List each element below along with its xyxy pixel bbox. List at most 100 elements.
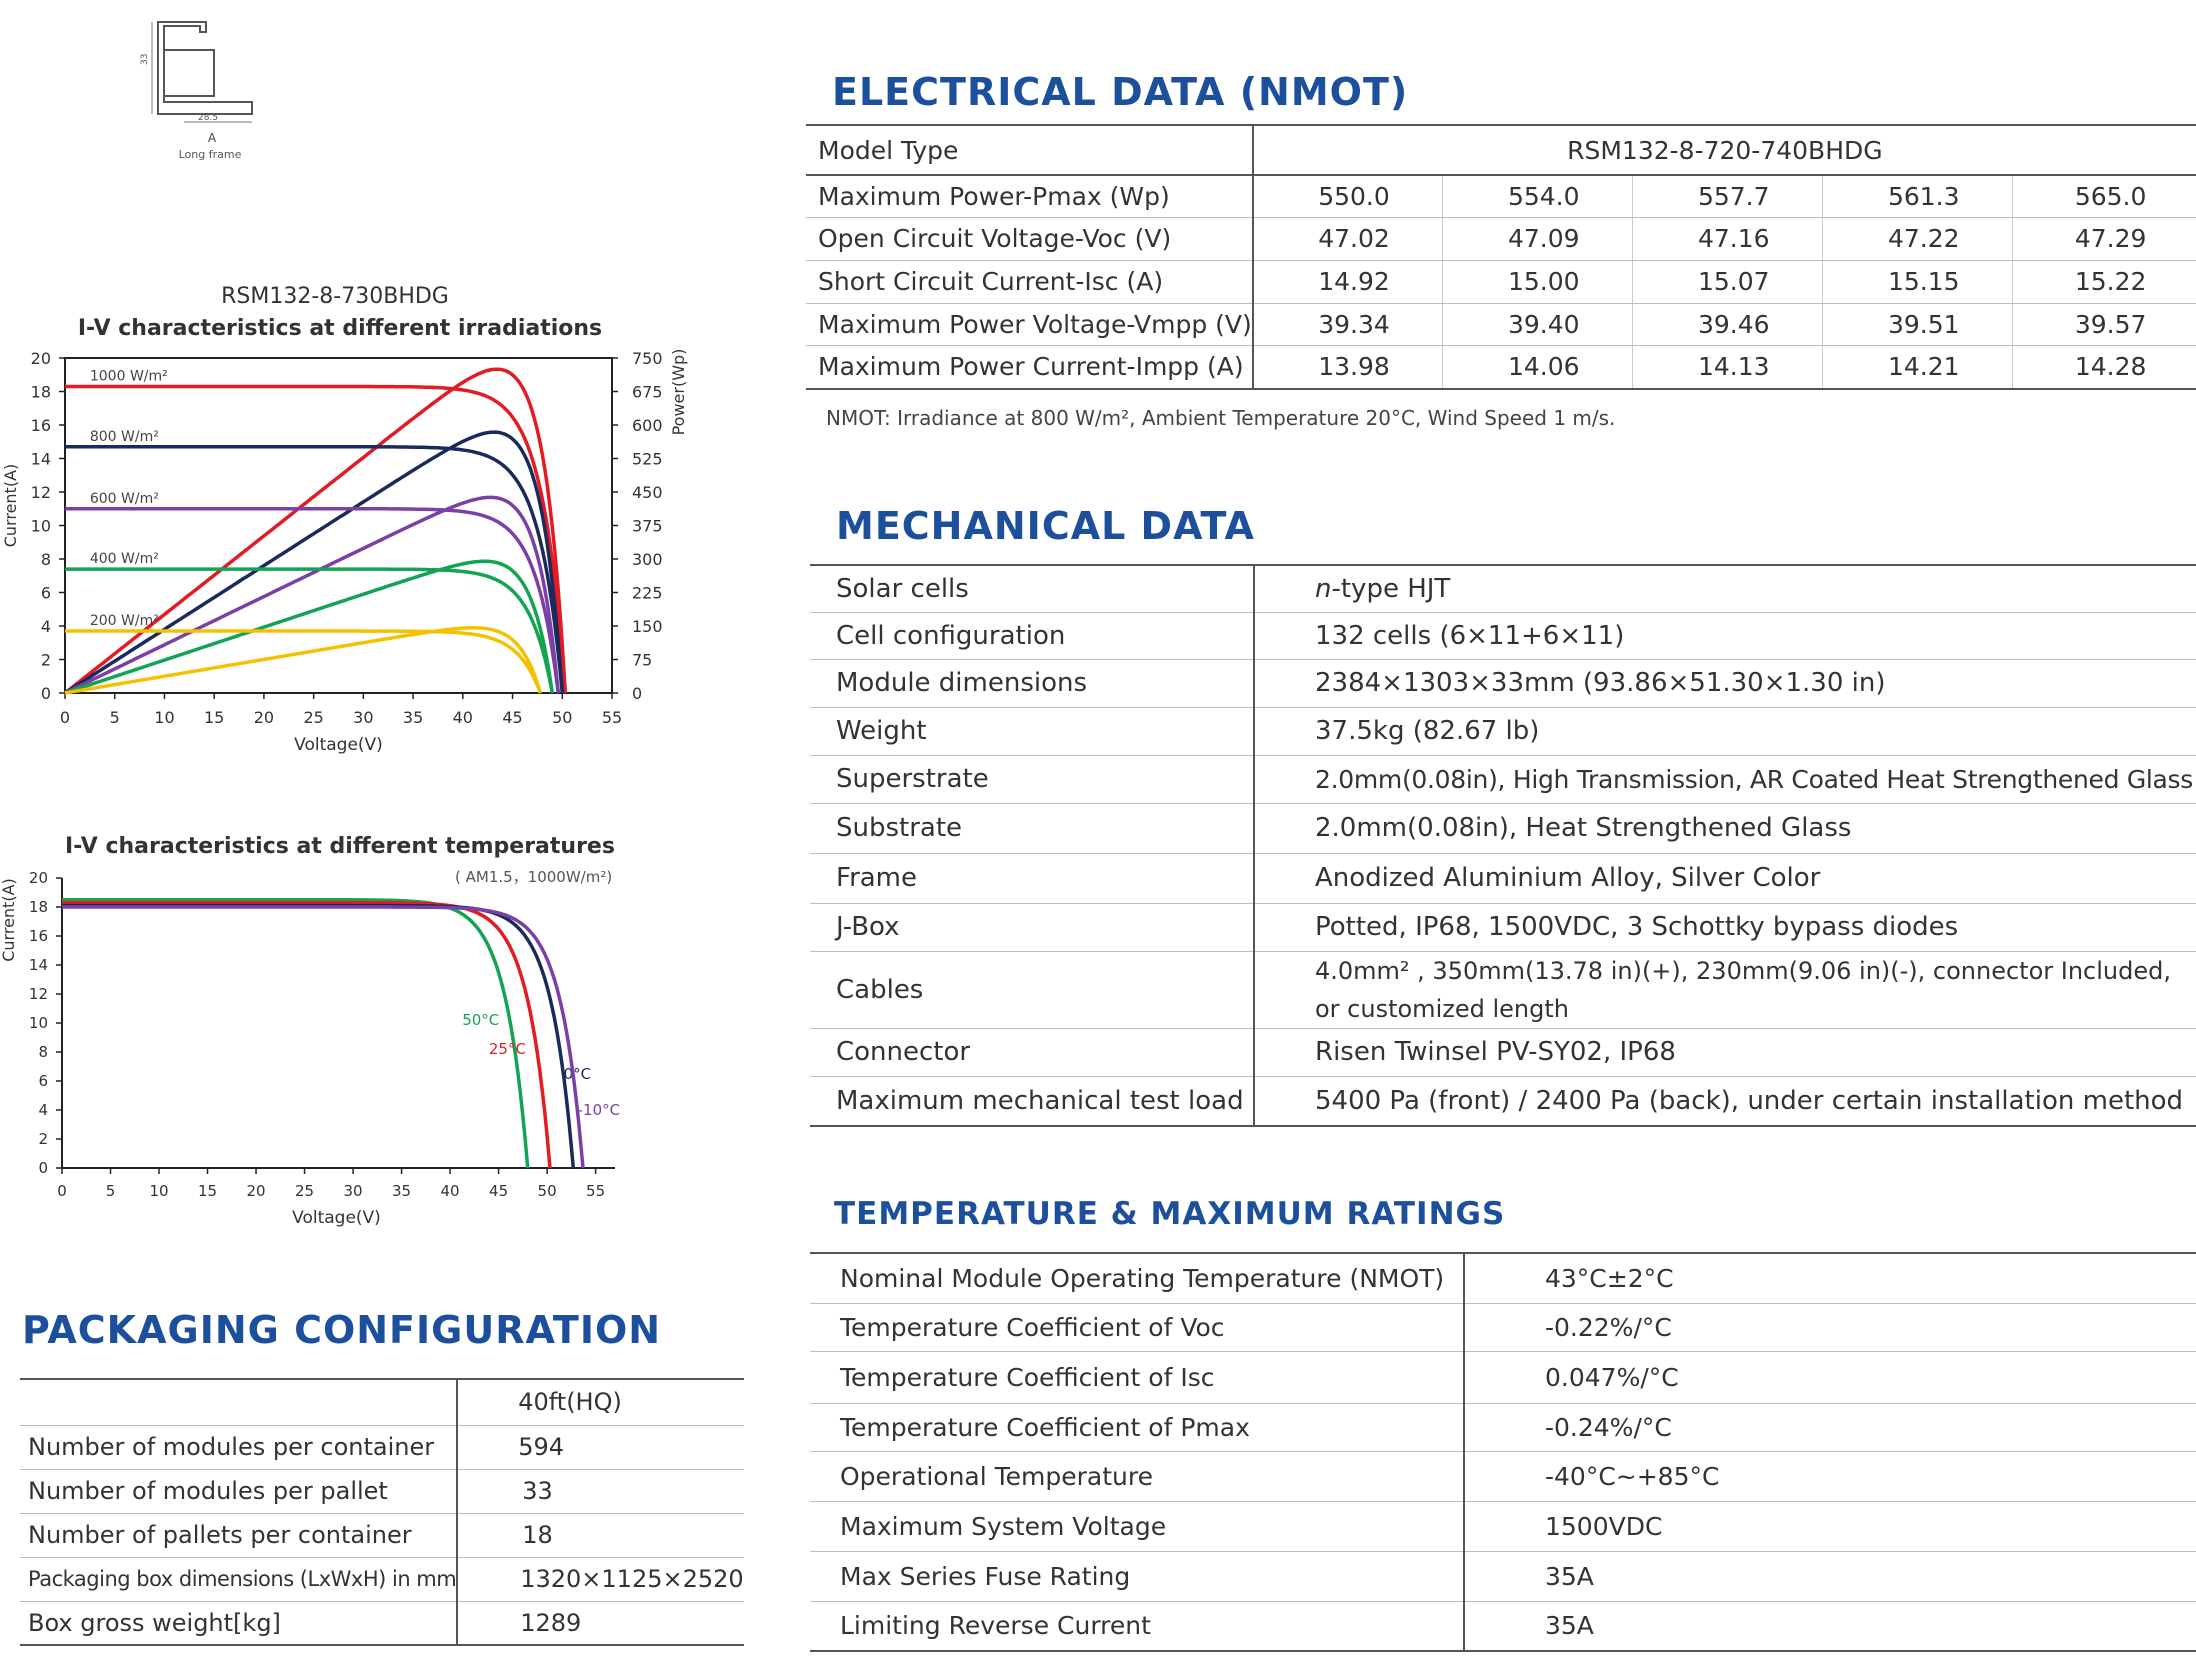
electrical-cell: 39.46 — [1632, 303, 1824, 346]
y2-tick-label: 450 — [632, 483, 663, 502]
power-curve — [64, 626, 543, 695]
electrical-row-label: Maximum Power-Pmax (Wp) — [806, 175, 1254, 218]
y-axis-label: Current(A) — [0, 878, 18, 962]
y-tick-label: 2 — [41, 651, 51, 670]
y-tick-label: 8 — [38, 1043, 48, 1061]
temperature-row-value: 0.047%/°C — [1464, 1351, 2196, 1404]
temperature-row-label: Temperature Coefficient of Isc — [810, 1351, 1465, 1404]
electrical-cell: 557.7 — [1632, 175, 1824, 218]
packaging-row-value: 594 — [457, 1425, 744, 1470]
temperature-row-value: 1500VDC — [1464, 1501, 2196, 1552]
x-tick-label: 45 — [502, 708, 522, 727]
temperature-row-label: Temperature Coefficient of Pmax — [810, 1403, 1465, 1452]
mechanical-row-value: Potted, IP68, 1500VDC, 3 Schottky bypass… — [1254, 903, 2196, 952]
temperature-label: -10°C — [578, 1101, 620, 1119]
x-tick-label: 50 — [552, 708, 572, 727]
x-tick-label: 25 — [295, 1182, 314, 1200]
temperature-table: Nominal Module Operating Temperature (NM… — [810, 1252, 2196, 1652]
temperature-title: TEMPERATURE & MAXIMUM RATINGS — [834, 1196, 1506, 1232]
temperature-row-label: Operational Temperature — [810, 1451, 1465, 1502]
y2-tick-label: 0 — [632, 684, 642, 703]
mechanical-row-value: 4.0mm² , 350mm(13.78 in)(+), 230mm(9.06 … — [1254, 951, 2196, 1029]
mechanical-row-value: n-type HJT — [1254, 564, 2196, 613]
temperature-label: 25°C — [489, 1040, 526, 1058]
y-tick-label: 4 — [41, 617, 51, 636]
y2-tick-label: 150 — [632, 617, 663, 636]
x-tick-label: 50 — [538, 1182, 557, 1200]
y-tick-label: 2 — [38, 1130, 48, 1148]
mechanical-row-label: Solar cells — [810, 564, 1255, 613]
x-tick-label: 5 — [106, 1182, 116, 1200]
y-tick-label: 10 — [31, 517, 51, 536]
y-tick-label: 14 — [31, 450, 51, 469]
electrical-cell: 550.0 — [1252, 175, 1444, 218]
electrical-cell: 15.00 — [1442, 260, 1634, 304]
y-tick-label: 0 — [38, 1159, 48, 1177]
mechanical-row-value: 132 cells (6×11+6×11) — [1254, 612, 2196, 660]
packaging-row-label: Number of modules per container — [20, 1425, 459, 1470]
temperature-label: 0°C — [564, 1065, 592, 1083]
packaging-row-label: Box gross weight[kg] — [20, 1601, 459, 1646]
x-tick-label: 35 — [392, 1182, 411, 1200]
temperature-row-label: Temperature Coefficient of Voc — [810, 1303, 1465, 1352]
x-tick-label: 35 — [403, 708, 423, 727]
y-tick-label: 12 — [31, 483, 51, 502]
mechanical-table: Solar cells n-type HJT Cell configuration… — [810, 564, 2196, 1127]
y-tick-label: 12 — [29, 985, 48, 1003]
x-tick-label: 10 — [154, 708, 174, 727]
iv-curve — [62, 903, 576, 1169]
x-tick-label: 15 — [204, 708, 224, 727]
electrical-cell: 14.92 — [1252, 260, 1444, 304]
mechanical-row-label: Module dimensions — [810, 659, 1255, 708]
x-tick-label: 15 — [198, 1182, 217, 1200]
power-curve — [64, 495, 561, 695]
frame-height-label: 33 — [140, 54, 150, 65]
mechanical-row-label: Superstrate — [810, 755, 1255, 804]
packaging-row-value: 1320×1125×2520 — [457, 1557, 744, 1602]
temperature-label: 50°C — [462, 1011, 499, 1029]
electrical-row-label: Short Circuit Current-Isc (A) — [806, 260, 1254, 304]
frame-section-label: A — [208, 131, 217, 145]
packaging-row-label: Number of pallets per container — [20, 1513, 459, 1558]
x-tick-label: 20 — [246, 1182, 265, 1200]
x-tick-label: 40 — [441, 1182, 460, 1200]
cables-line-1: 4.0mm² , 350mm(13.78 in)(+), 230mm(9.06 … — [1315, 956, 2171, 985]
y2-tick-label: 525 — [632, 450, 663, 469]
packaging-header: 40ft(HQ) — [457, 1378, 744, 1426]
iv-curve — [65, 567, 555, 694]
x-tick-label: 45 — [489, 1182, 508, 1200]
x-axis-label: Voltage(V) — [292, 1208, 381, 1228]
temperature-row-label: Maximum System Voltage — [810, 1501, 1465, 1552]
mechanical-row-value: 2384×1303×33mm (93.86×51.30×1.30 in) — [1254, 659, 2196, 708]
electrical-cell: 39.57 — [2012, 303, 2196, 346]
y2-tick-label: 225 — [632, 584, 663, 603]
electrical-cell: 554.0 — [1442, 175, 1634, 218]
packaging-header-blank — [20, 1378, 459, 1426]
model-type-label: Model Type — [806, 124, 1254, 176]
y-tick-label: 16 — [29, 927, 48, 945]
x-tick-label: 0 — [57, 1182, 67, 1200]
y-tick-label: 18 — [31, 383, 51, 402]
temperature-row-value: -0.22%/°C — [1464, 1303, 2196, 1352]
electrical-table: Model Type RSM132-8-720-740BHDG Maximum … — [806, 124, 2196, 390]
iv-curve — [62, 898, 530, 1169]
irradiance-label: 1000 W/m² — [90, 368, 168, 384]
electrical-cell: 14.21 — [1822, 345, 2014, 390]
x-axis-label: Voltage(V) — [294, 735, 383, 755]
iv-curve — [61, 900, 552, 1169]
y-tick-label: 20 — [31, 349, 51, 368]
electrical-cell: 15.22 — [2012, 260, 2196, 304]
y-tick-label: 6 — [38, 1072, 48, 1090]
electrical-title: ELECTRICAL DATA (NMOT) — [832, 70, 1409, 114]
y2-tick-label: 750 — [632, 349, 663, 368]
electrical-cell: 39.34 — [1252, 303, 1444, 346]
power-curve — [64, 430, 565, 695]
electrical-cell: 47.22 — [1822, 217, 2014, 261]
mechanical-row-label: Connector — [810, 1028, 1255, 1077]
y-tick-label: 10 — [29, 1014, 48, 1032]
iv-curve — [65, 445, 565, 694]
packaging-table: 40ft(HQ) Number of modules per container… — [20, 1378, 744, 1646]
frame-profile-drawing: 33 28.5 A Long frame — [140, 21, 253, 161]
power-curve — [63, 367, 568, 695]
temperature-row-label: Nominal Module Operating Temperature (NM… — [810, 1252, 1465, 1304]
